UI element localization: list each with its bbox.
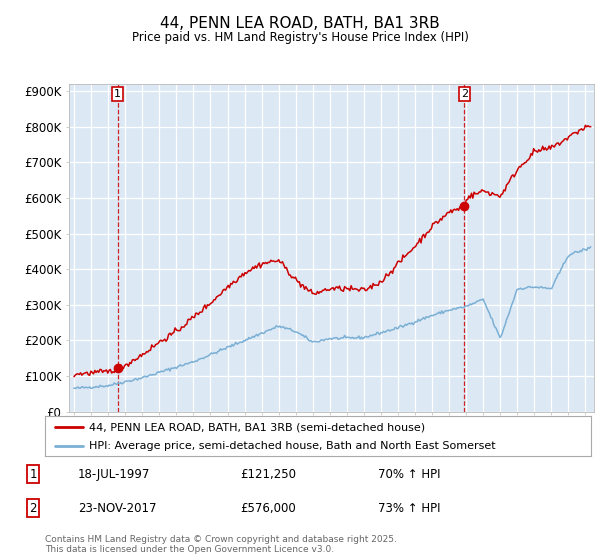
Text: 1: 1 <box>29 468 37 480</box>
Text: 73% ↑ HPI: 73% ↑ HPI <box>378 502 440 515</box>
Text: 2: 2 <box>29 502 37 515</box>
Text: 44, PENN LEA ROAD, BATH, BA1 3RB: 44, PENN LEA ROAD, BATH, BA1 3RB <box>160 16 440 31</box>
Text: HPI: Average price, semi-detached house, Bath and North East Somerset: HPI: Average price, semi-detached house,… <box>89 441 496 451</box>
Text: 23-NOV-2017: 23-NOV-2017 <box>78 502 157 515</box>
Text: Contains HM Land Registry data © Crown copyright and database right 2025.
This d: Contains HM Land Registry data © Crown c… <box>45 535 397 554</box>
Text: 18-JUL-1997: 18-JUL-1997 <box>78 468 151 480</box>
Text: 2: 2 <box>461 89 468 99</box>
Text: £576,000: £576,000 <box>240 502 296 515</box>
Text: 44, PENN LEA ROAD, BATH, BA1 3RB (semi-detached house): 44, PENN LEA ROAD, BATH, BA1 3RB (semi-d… <box>89 422 425 432</box>
Text: 1: 1 <box>114 89 121 99</box>
Text: Price paid vs. HM Land Registry's House Price Index (HPI): Price paid vs. HM Land Registry's House … <box>131 31 469 44</box>
Text: £121,250: £121,250 <box>240 468 296 480</box>
Text: 70% ↑ HPI: 70% ↑ HPI <box>378 468 440 480</box>
